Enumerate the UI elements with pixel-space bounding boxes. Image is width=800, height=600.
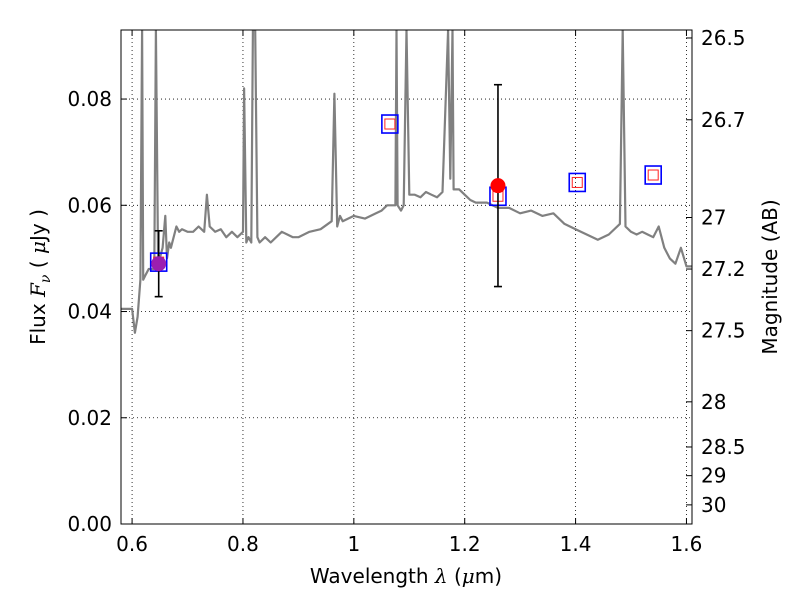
y2-tick-label: 26.5 <box>701 26 746 50</box>
y2-tick-label: 27.5 <box>701 319 746 343</box>
y2-tick-label: 26.7 <box>701 108 746 132</box>
grid <box>121 30 692 525</box>
x-tick-label: 0.6 <box>116 532 148 556</box>
spectrum-line <box>121 30 692 334</box>
y2-axis-label: Magnitude (AB) <box>758 199 782 354</box>
y-tick-label: 0.02 <box>67 406 112 430</box>
observed-point <box>490 178 506 194</box>
y-axis: 0.00 0.02 0.04 0.06 0.08 <box>67 87 127 536</box>
y-tick-label: 0.08 <box>67 87 112 111</box>
y2-tick-label: 28.5 <box>701 435 746 459</box>
y-axis-label: Flux Fν ( μJy ) <box>26 209 54 345</box>
y2-tick-label: 27.2 <box>701 257 746 281</box>
model-point <box>381 114 399 134</box>
x-tick-label: 1.6 <box>671 532 703 556</box>
x-axis: 0.6 0.8 1 1.2 1.4 1.6 <box>116 30 702 556</box>
y2-tick-label: 30 <box>701 493 726 517</box>
y2-tick-label: 27 <box>701 206 726 230</box>
model-point-inner <box>647 169 659 181</box>
model-point <box>644 165 662 185</box>
y2-tick-label: 28 <box>701 390 726 414</box>
y-tick-label: 0.00 <box>67 512 112 536</box>
x-tick-label: 1.4 <box>560 532 592 556</box>
plot-area <box>121 30 692 334</box>
x-tick-label: 1.2 <box>449 532 481 556</box>
y-tick-label: 0.04 <box>67 300 112 324</box>
x-tick-label: 0.8 <box>227 532 259 556</box>
model-point-inner <box>571 176 583 188</box>
y2-tick-label: 29 <box>701 464 726 488</box>
model-point-inner <box>384 118 396 130</box>
x-tick-label: 1 <box>347 532 360 556</box>
y-tick-label: 0.06 <box>67 193 112 217</box>
model-point <box>568 172 587 193</box>
x-axis-label: Wavelength λ (μm) <box>310 564 502 588</box>
observed-point <box>151 256 167 272</box>
y2-axis: 26.5 26.7 27 27.2 27.5 28 28.5 29 30 <box>686 26 746 517</box>
axes-frame <box>120 29 693 525</box>
